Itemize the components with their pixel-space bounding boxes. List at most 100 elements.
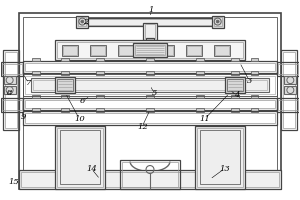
Bar	[19, 13, 281, 189]
Bar	[96, 108, 104, 112]
Bar	[78, 17, 86, 26]
Bar	[119, 46, 133, 55]
Text: 3: 3	[247, 77, 253, 85]
Bar	[63, 46, 77, 55]
Bar	[56, 40, 244, 60]
Bar	[96, 71, 104, 75]
Bar	[195, 126, 244, 189]
Bar	[22, 111, 278, 125]
Circle shape	[81, 20, 84, 23]
Bar	[133, 43, 167, 57]
Bar	[57, 79, 74, 91]
Bar	[146, 108, 154, 112]
Bar	[32, 108, 40, 112]
Bar	[32, 95, 40, 98]
Bar	[158, 45, 174, 56]
Bar	[135, 45, 165, 55]
Bar	[214, 45, 230, 56]
Bar	[25, 100, 275, 108]
Text: 9: 9	[20, 113, 26, 121]
Bar	[61, 95, 69, 98]
Bar	[82, 18, 218, 26]
Bar	[62, 45, 78, 56]
Bar	[146, 38, 154, 47]
Bar	[2, 100, 22, 110]
Bar	[214, 17, 222, 26]
Bar	[200, 130, 240, 184]
Bar	[284, 76, 296, 84]
Bar	[250, 95, 259, 98]
Bar	[56, 126, 105, 189]
Text: 5: 5	[152, 89, 157, 97]
Text: 8: 8	[7, 89, 12, 97]
Bar	[197, 128, 243, 187]
Bar	[19, 170, 281, 189]
Bar	[278, 98, 299, 112]
Bar	[90, 45, 106, 56]
Bar	[146, 95, 154, 98]
Bar	[57, 42, 243, 58]
Text: 12: 12	[137, 123, 148, 131]
Bar	[120, 160, 180, 189]
Bar	[281, 50, 297, 130]
Text: 15: 15	[9, 178, 20, 186]
Text: 4: 4	[234, 91, 239, 99]
Bar	[250, 58, 259, 61]
Bar	[278, 100, 298, 110]
Bar	[57, 128, 103, 187]
Bar	[32, 80, 268, 90]
Text: 7: 7	[26, 79, 32, 87]
Bar	[118, 45, 134, 56]
Bar	[159, 46, 173, 55]
Bar	[25, 76, 275, 94]
Bar	[146, 71, 154, 75]
Bar	[4, 76, 16, 84]
Bar	[145, 24, 155, 38]
Bar	[1, 62, 22, 76]
Bar	[186, 45, 202, 56]
Bar	[225, 77, 244, 93]
Bar	[3, 50, 19, 130]
Text: 13: 13	[219, 165, 230, 173]
Bar	[146, 58, 154, 61]
Bar	[76, 16, 88, 28]
Bar	[284, 52, 295, 128]
Bar	[61, 108, 69, 112]
Bar	[278, 64, 298, 74]
Bar	[61, 58, 69, 61]
Bar	[4, 86, 16, 94]
Bar	[215, 46, 229, 55]
Bar	[143, 23, 157, 40]
Circle shape	[216, 20, 219, 23]
Bar	[22, 61, 278, 73]
Bar	[32, 71, 40, 75]
Bar	[96, 95, 104, 98]
Bar	[278, 62, 299, 76]
Bar	[226, 79, 243, 91]
Bar	[2, 64, 22, 74]
Bar	[25, 63, 275, 71]
Bar	[250, 108, 259, 112]
Bar	[1, 98, 22, 112]
Bar	[212, 16, 224, 28]
Bar	[284, 86, 296, 94]
Text: 6: 6	[80, 97, 86, 105]
Bar	[22, 74, 278, 96]
Bar	[21, 171, 279, 187]
Bar	[31, 78, 269, 92]
Bar	[196, 58, 204, 61]
Bar	[22, 98, 278, 110]
Bar	[91, 46, 105, 55]
Bar	[22, 17, 278, 185]
Bar	[122, 162, 178, 187]
Text: 14: 14	[86, 165, 97, 173]
Bar	[5, 52, 16, 128]
Bar	[25, 113, 275, 123]
Bar	[231, 58, 239, 61]
Bar	[231, 108, 239, 112]
Bar	[231, 95, 239, 98]
Bar	[187, 46, 201, 55]
Bar	[56, 77, 75, 93]
Text: 10: 10	[74, 115, 85, 123]
Text: 2: 2	[83, 18, 88, 26]
